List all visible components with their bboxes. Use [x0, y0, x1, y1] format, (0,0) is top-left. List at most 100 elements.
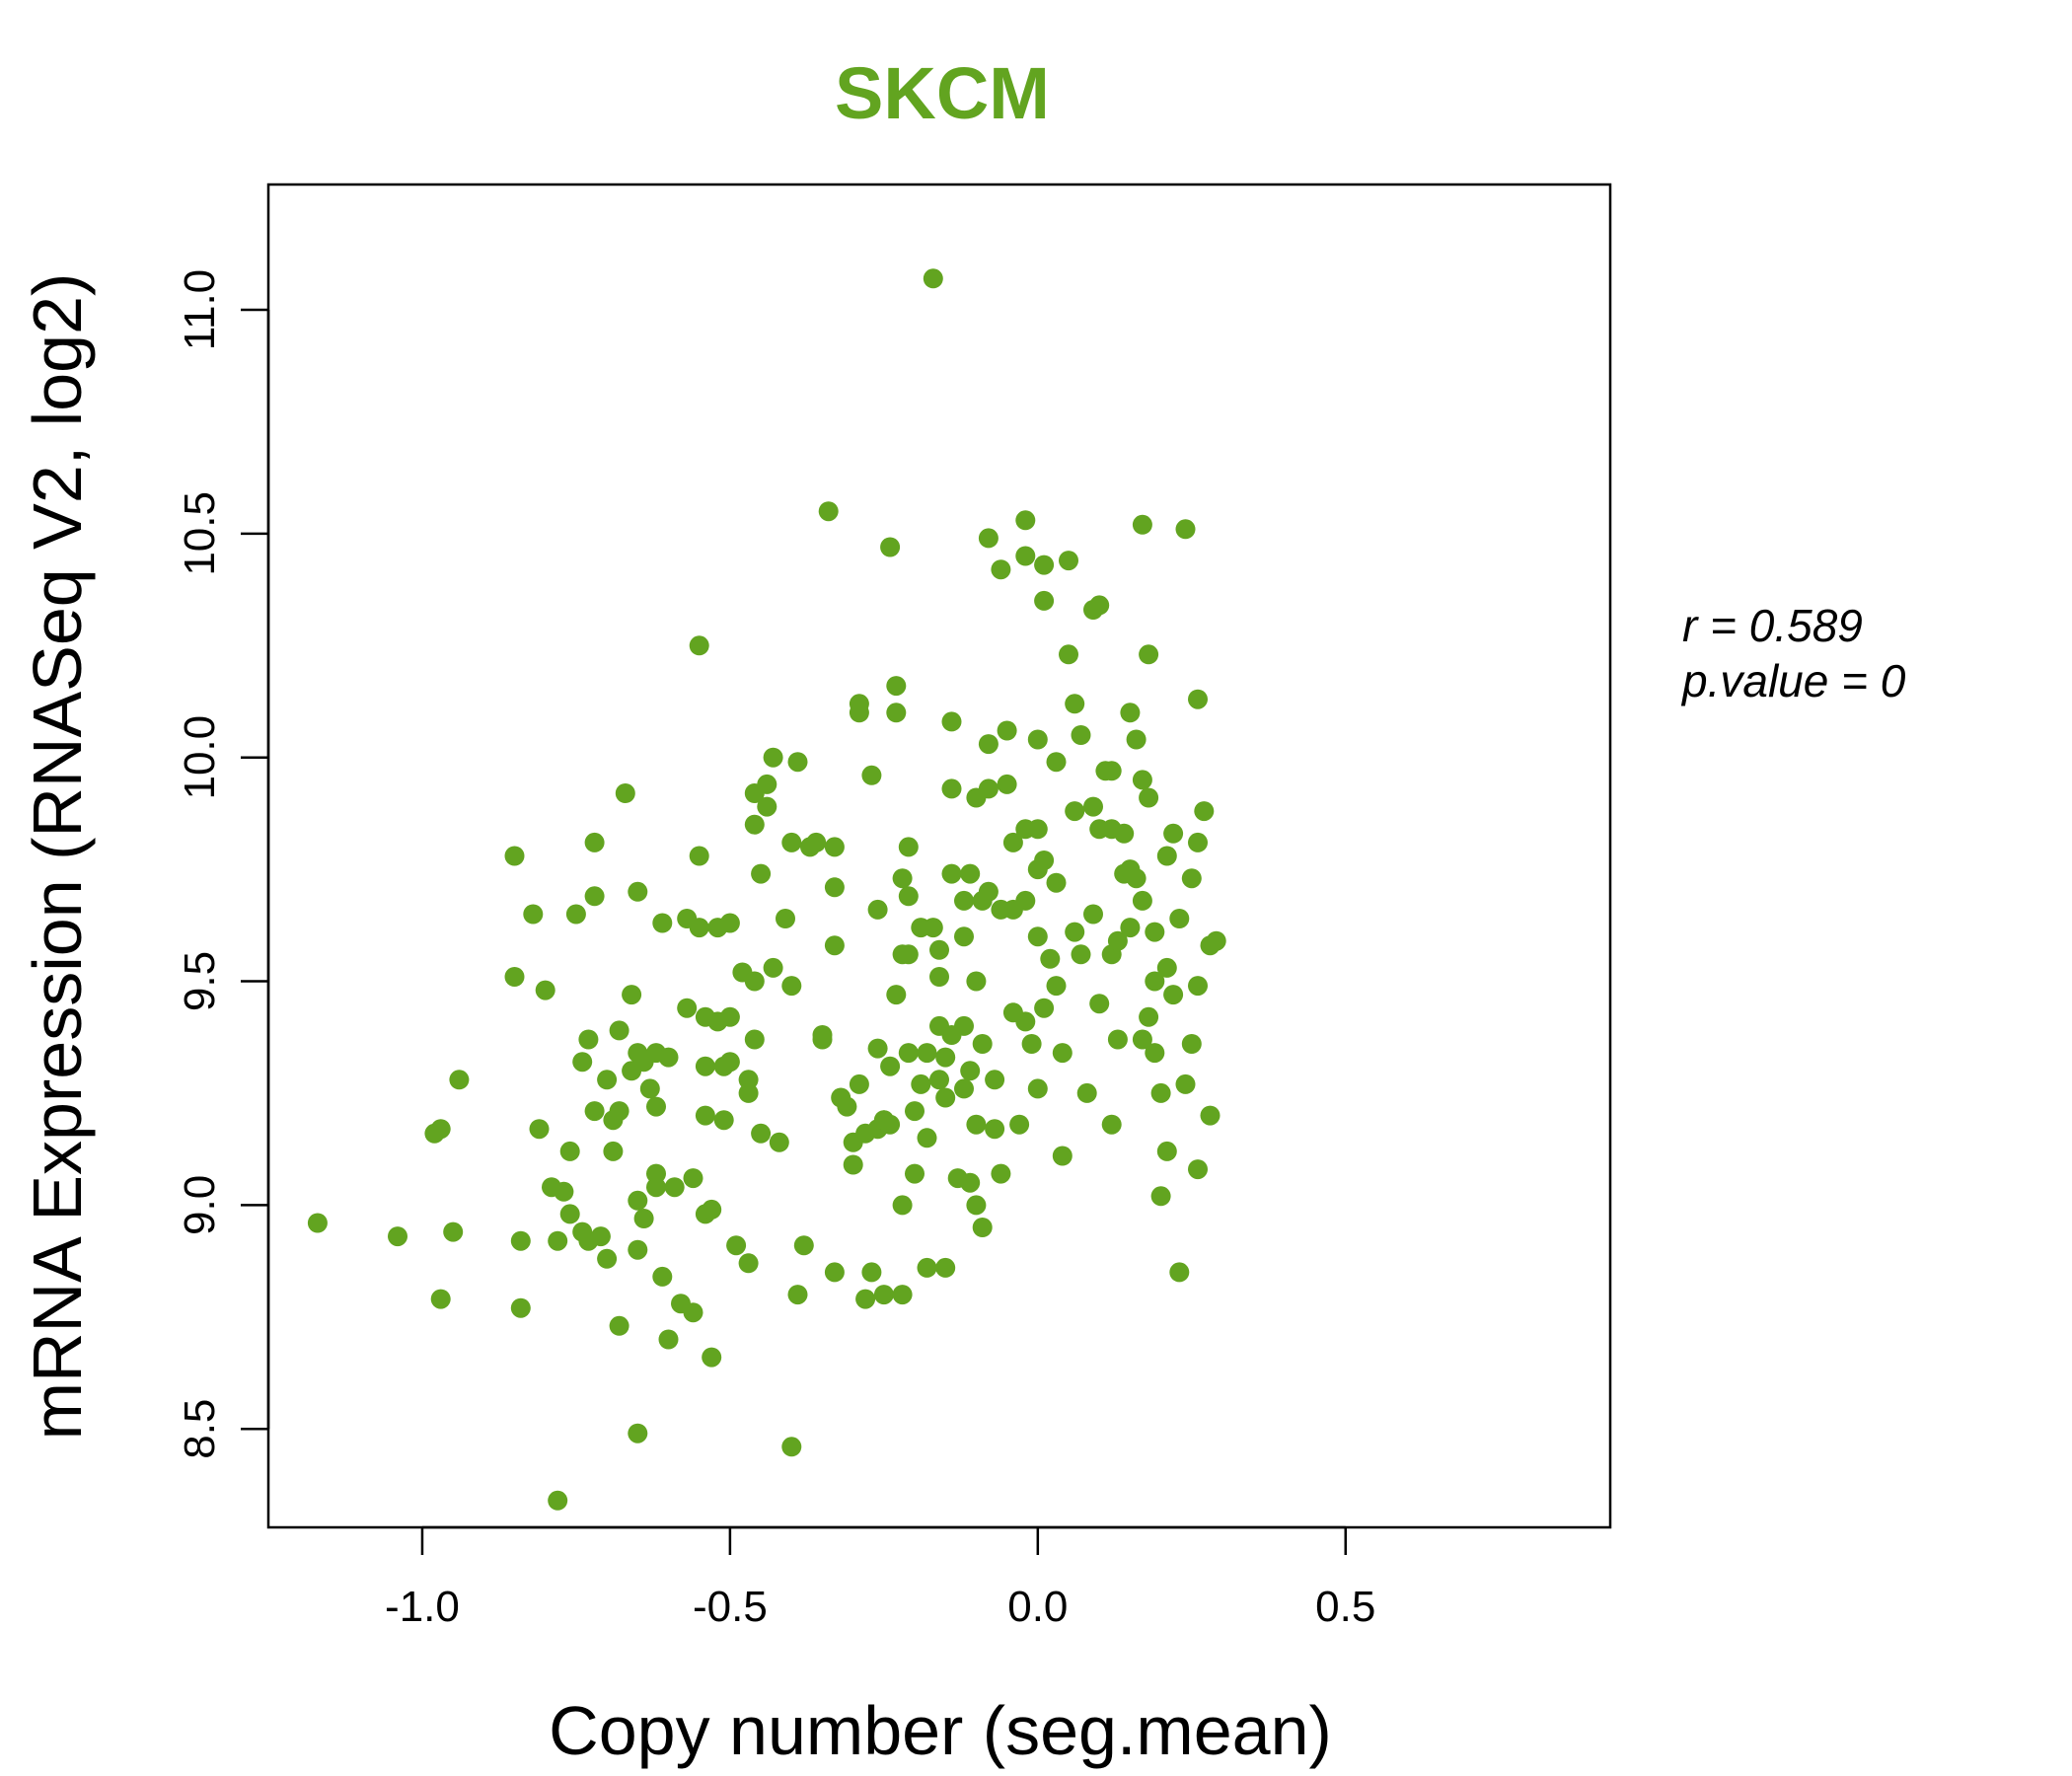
data-point: [880, 1056, 901, 1076]
data-point: [695, 1105, 715, 1126]
data-point: [1052, 1146, 1073, 1166]
data-point: [1076, 1082, 1097, 1103]
data-point: [443, 1221, 464, 1242]
data-point: [781, 976, 802, 997]
data-point: [738, 1082, 759, 1103]
data-point: [917, 1257, 937, 1278]
data-point: [818, 501, 839, 522]
data-point: [628, 1423, 648, 1443]
data-point: [1188, 832, 1208, 852]
data-point: [781, 832, 802, 852]
data-point: [1145, 971, 1165, 992]
data-point: [824, 935, 845, 956]
data-point: [1139, 644, 1159, 665]
data-point: [597, 1248, 618, 1269]
data-point: [677, 998, 698, 1018]
data-point: [997, 774, 1017, 794]
data-point: [1120, 918, 1141, 938]
y-tick-label: 10.5: [176, 491, 224, 576]
data-point: [1089, 994, 1110, 1014]
data-point: [1107, 1029, 1128, 1050]
data-point: [683, 1302, 703, 1323]
data-point: [960, 1061, 981, 1081]
data-point: [954, 890, 974, 911]
data-point: [972, 1218, 993, 1237]
data-point: [584, 886, 605, 907]
data-point: [664, 1177, 685, 1198]
data-point: [449, 1070, 470, 1090]
data-point: [689, 918, 709, 938]
data-point: [1181, 868, 1202, 889]
data-point: [898, 944, 919, 965]
data-point: [639, 1078, 660, 1099]
data-point: [307, 1213, 328, 1233]
data-point: [1132, 1029, 1152, 1050]
data-point: [1145, 1043, 1165, 1064]
data-point: [960, 1172, 981, 1193]
data-point: [1150, 1082, 1171, 1103]
data-point: [695, 1056, 715, 1076]
data-point: [1021, 1034, 1042, 1054]
data-point: [1169, 1262, 1190, 1283]
data-point: [609, 1020, 629, 1041]
data-point: [1150, 1186, 1171, 1207]
y-tick-label: 11.0: [176, 269, 224, 350]
data-point: [905, 1163, 925, 1184]
data-point: [751, 863, 772, 884]
data-point: [1065, 801, 1085, 822]
data-point: [837, 1096, 857, 1117]
data-point: [738, 1253, 759, 1274]
data-point: [1015, 1011, 1036, 1032]
data-point: [584, 1101, 605, 1122]
data-point: [1015, 546, 1036, 566]
data-point: [609, 1315, 629, 1336]
data-point: [548, 1230, 568, 1251]
data-point: [1194, 801, 1215, 822]
data-point: [1188, 1159, 1208, 1180]
data-point: [1132, 770, 1152, 790]
data-point: [744, 1029, 765, 1050]
x-tick-label: 0.0: [1007, 1583, 1068, 1631]
data-point: [646, 1096, 666, 1117]
data-point: [572, 1052, 593, 1073]
data-point: [855, 1289, 876, 1309]
data-point: [1101, 1114, 1122, 1135]
data-point: [941, 711, 962, 732]
data-point: [1002, 832, 1023, 852]
data-point: [849, 703, 869, 723]
data-point: [628, 1239, 648, 1260]
data-point: [1027, 729, 1048, 750]
data-point: [559, 1204, 580, 1224]
data-point: [978, 528, 999, 549]
data-point: [929, 967, 949, 987]
data-point: [929, 939, 949, 960]
data-point: [886, 985, 907, 1005]
data-point: [744, 814, 765, 835]
y-tick-label: 10.0: [176, 715, 224, 800]
data-point: [985, 1119, 1005, 1140]
data-point: [565, 904, 586, 925]
data-point: [824, 1262, 845, 1283]
data-point: [1027, 926, 1048, 947]
data-point: [529, 1119, 550, 1140]
data-point: [622, 985, 642, 1005]
data-point: [793, 1235, 814, 1256]
data-point: [923, 268, 943, 289]
p-value-label: p.value = 0: [1680, 655, 1906, 706]
data-point: [652, 913, 673, 933]
data-point: [880, 537, 901, 557]
data-point: [905, 1101, 925, 1122]
data-point: [935, 1047, 956, 1068]
data-point: [861, 765, 882, 785]
data-point: [954, 1078, 974, 1099]
data-point: [873, 1285, 894, 1305]
data-point: [1169, 909, 1190, 928]
data-point: [1175, 1073, 1196, 1094]
data-point: [769, 1132, 789, 1152]
data-point: [787, 752, 808, 773]
data-point: [1083, 796, 1103, 817]
data-point: [781, 1437, 802, 1457]
data-point: [559, 1141, 580, 1161]
plot-frame: [266, 183, 1612, 1529]
